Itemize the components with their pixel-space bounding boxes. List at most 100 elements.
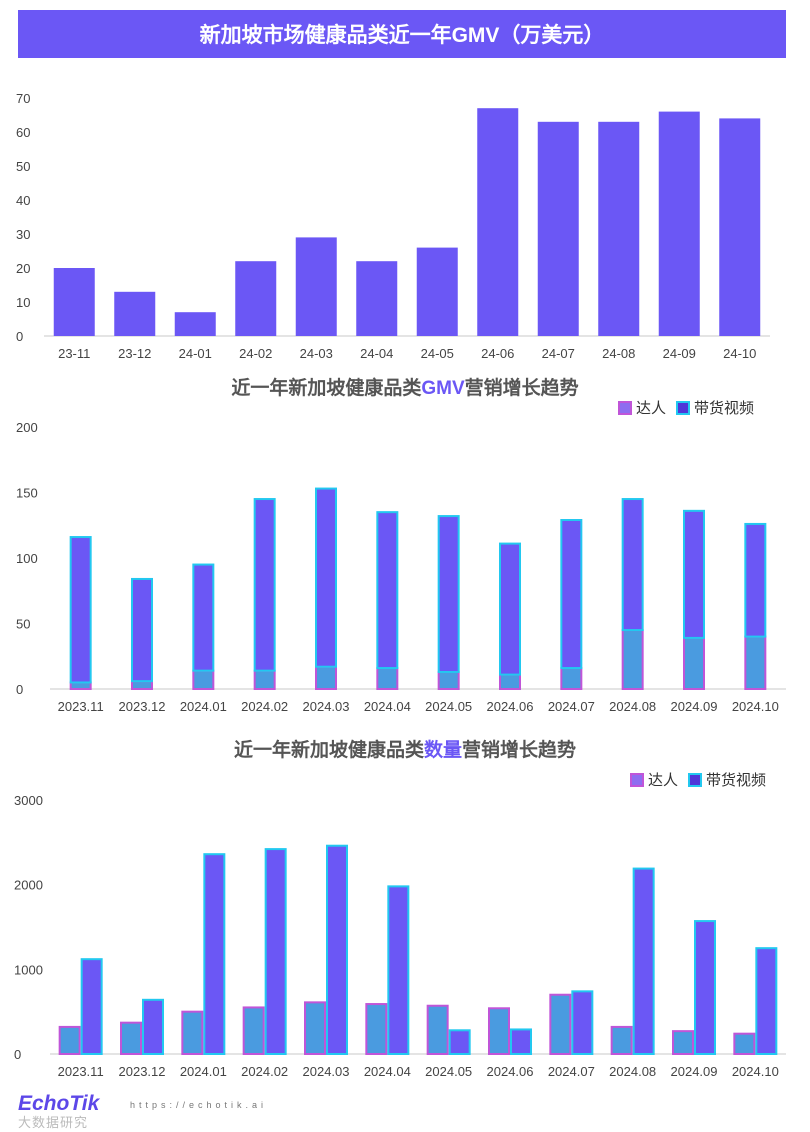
x-tick-label: 2024.07 (548, 1064, 595, 1079)
x-tick-label: 24-05 (421, 346, 454, 361)
bar-video (80, 958, 103, 1056)
bar (477, 108, 519, 336)
x-tick-label: 23-12 (118, 346, 151, 361)
bar-daren (58, 1025, 81, 1055)
y-tick-label: 200 (16, 420, 38, 435)
y-tick-label: 150 (16, 486, 38, 501)
x-tick-label: 2024.05 (425, 699, 472, 714)
chart-1-title: 新加坡市场健康品类近一年GMV（万美元） (18, 10, 786, 58)
bar-segment-daren (744, 635, 767, 691)
bar-segment-daren (437, 670, 460, 691)
bar-daren (242, 1006, 265, 1055)
y-tick-label: 60 (16, 125, 30, 140)
y-tick-label: 50 (16, 159, 30, 174)
bar-video (510, 1028, 532, 1056)
x-tick-label: 24-02 (239, 346, 272, 361)
x-tick-label: 24-08 (602, 346, 635, 361)
bar (537, 121, 579, 336)
bar (235, 261, 277, 336)
legend-label-daren: 达人 (648, 772, 679, 789)
x-tick-label: 2024.10 (732, 699, 779, 714)
bar-daren (733, 1032, 756, 1055)
bar-video (142, 998, 164, 1056)
bar-daren (181, 1010, 204, 1056)
bar-segment-video (192, 563, 215, 672)
bar-segment-daren (131, 680, 153, 691)
y-tick-label: 40 (16, 193, 30, 208)
x-tick-label: 2024.03 (303, 1064, 350, 1079)
x-tick-label: 2024.07 (548, 699, 595, 714)
bar (658, 111, 700, 336)
x-tick-label: 24-03 (300, 346, 333, 361)
bar-segment-daren (315, 665, 337, 690)
bar (598, 121, 640, 336)
y-tick-label: 0 (16, 682, 23, 697)
legend-swatch-video (676, 400, 691, 415)
bar-segment-video (437, 515, 460, 673)
footer: EchoTik https://echotik.ai 大数据研究 (18, 1092, 418, 1130)
bar-segment-daren (192, 669, 215, 691)
chart-3-title: 近一年新加坡健康品类数量营销增长趋势 (233, 740, 577, 761)
x-tick-label: 2024.08 (609, 699, 656, 714)
x-tick-label: 24-06 (481, 346, 514, 361)
x-tick-label: 24-01 (179, 346, 212, 361)
bar-segment-video (621, 498, 644, 632)
x-tick-label: 2024.06 (487, 699, 534, 714)
y-tick-label: 0 (16, 329, 23, 344)
bar-video (755, 947, 778, 1056)
y-tick-label: 70 (16, 91, 30, 106)
x-tick-label: 24-10 (723, 346, 756, 361)
x-tick-label: 2024.01 (180, 1064, 227, 1079)
bar-video (203, 853, 226, 1056)
x-tick-label: 2024.04 (364, 699, 411, 714)
footer-url: https://echotik.ai (130, 1100, 268, 1110)
bar-video (264, 848, 287, 1055)
x-tick-label: 2024.01 (180, 699, 227, 714)
chart-2-legend: 达人 带货视频 (608, 397, 754, 418)
bar-daren (672, 1030, 694, 1055)
echotik-logo: EchoTik (18, 1092, 100, 1115)
bar-video (387, 885, 410, 1055)
bar (719, 118, 761, 337)
x-tick-label: 2024.03 (303, 699, 350, 714)
y-tick-label: 1000 (14, 962, 43, 977)
x-tick-label: 2024.02 (241, 699, 288, 714)
chart-3-legend: 达人 带货视频 (620, 769, 766, 790)
y-tick-label: 2000 (14, 878, 43, 893)
x-tick-label: 2024.09 (671, 1064, 718, 1079)
x-tick-label: 2024.09 (671, 699, 718, 714)
x-tick-label: 23-11 (58, 346, 90, 361)
bar (114, 291, 156, 336)
bar (356, 261, 398, 336)
bar-video (571, 990, 594, 1055)
x-tick-label: 2023.12 (119, 1064, 166, 1079)
gmv-bar-chart: 0 10 20 30 40 50 60 70 23-11 23-12 24-01 24-02 24-03… (16, 91, 770, 361)
x-tick-label: 2024.06 (487, 1064, 534, 1079)
bar-segment-daren (621, 629, 644, 691)
chart-2-title: 近一年新加坡健康品类GMV营销增长趋势 (231, 378, 579, 399)
bar-segment-video (376, 511, 399, 670)
bar-daren (426, 1004, 449, 1056)
x-tick-label: 2024.05 (425, 1064, 472, 1079)
bar-daren (549, 993, 572, 1056)
legend-swatch-video (688, 772, 703, 787)
bar-segment-video (131, 577, 153, 683)
x-tick-label: 2023.11 (58, 1064, 104, 1079)
gmv-marketing-stacked-chart: 0 50 100 150 200 2023.11 2023.12 2024.01 2024.02… (16, 420, 786, 714)
y-tick-label: 3000 (14, 793, 43, 808)
legend-label-video: 带货视频 (694, 400, 755, 417)
count-marketing-grouped-chart: 0 1000 2000 3000 2023.11 2023.12 2024.01 2024.0… (14, 793, 786, 1079)
y-tick-label: 100 (16, 551, 38, 566)
x-tick-label: 2023.12 (119, 699, 166, 714)
bar (53, 268, 95, 336)
bar-daren (120, 1021, 142, 1056)
bar-video (632, 867, 655, 1055)
legend-swatch-daren (618, 400, 632, 415)
bar-segment-video (253, 498, 276, 672)
x-tick-label: 2024.10 (732, 1064, 779, 1079)
bar-daren (304, 1001, 326, 1055)
legend-swatch-daren (630, 772, 644, 787)
x-tick-label: 24-07 (542, 346, 575, 361)
bar (174, 312, 216, 336)
bar-segment-daren (560, 667, 583, 690)
